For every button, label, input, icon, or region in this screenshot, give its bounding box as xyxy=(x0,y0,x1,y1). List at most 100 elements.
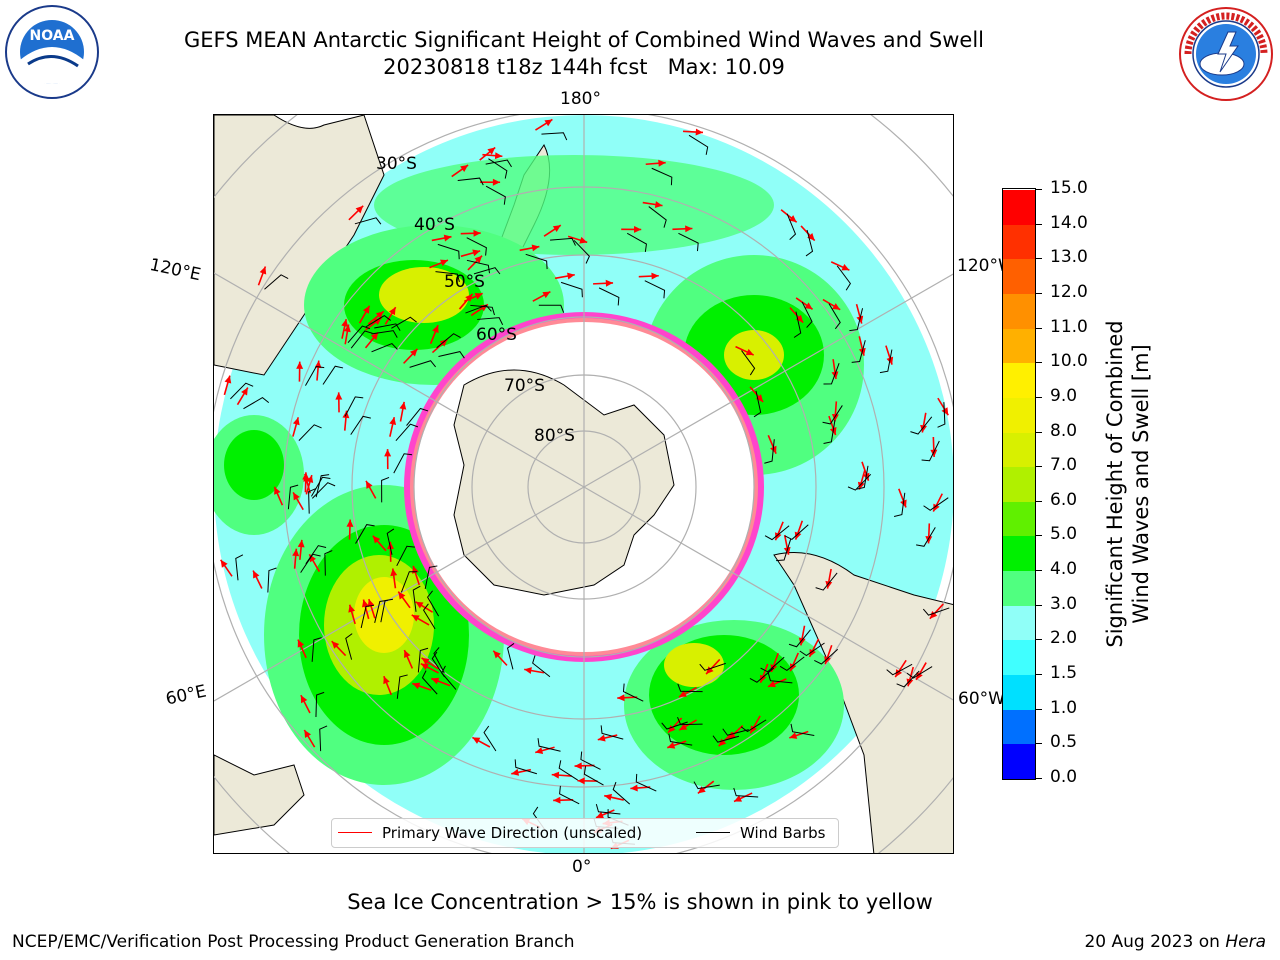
wave-direction-arrowhead xyxy=(745,348,754,356)
southern-africa-land xyxy=(214,754,305,836)
wave-direction-arrowhead xyxy=(292,417,300,426)
lat-label-50s: 50°S xyxy=(444,272,485,292)
wind-barb xyxy=(230,382,254,400)
wind-barb xyxy=(315,691,325,718)
wave-direction-arrowhead xyxy=(706,666,714,675)
colorbar-segment xyxy=(1003,743,1035,779)
wind-barb xyxy=(856,465,869,490)
wave-direction-arrowhead xyxy=(759,674,767,683)
chart-subtitle: 20230818 t18z 144h fcst Max: 10.09 xyxy=(383,55,785,79)
wind-barb xyxy=(396,545,415,567)
wind-barb xyxy=(431,651,445,678)
wind-barb xyxy=(612,781,631,805)
wind-barb xyxy=(374,323,401,331)
wind-barb xyxy=(436,333,461,349)
wave-direction-arrowhead xyxy=(472,737,481,744)
colorbar-tick-label: 10.0 xyxy=(1050,351,1088,372)
polar-map: 30°S 40°S 50°S 60°S 70°S 80°S xyxy=(214,115,953,853)
wind-barb xyxy=(311,637,322,662)
wave-direction-arrowhead xyxy=(542,291,551,299)
wind-barb xyxy=(635,773,657,792)
wave-direction-arrowhead xyxy=(929,611,938,619)
wave-direction-arrowhead xyxy=(697,786,706,794)
colorbar-segment xyxy=(1003,605,1035,641)
wave-direction-arrowhead xyxy=(375,311,384,319)
wind-barb xyxy=(760,656,785,673)
wave-direction-arrowhead xyxy=(920,424,927,433)
wind-barb xyxy=(437,243,460,260)
wind-barbs-legend-label: Wind Barbs xyxy=(740,824,826,842)
wind-barb xyxy=(287,484,299,510)
wind-barb xyxy=(688,134,709,155)
wave-direction-arrowhead xyxy=(443,234,452,242)
wave-direction-arrowhead xyxy=(404,650,411,659)
wave-direction-arrowhead xyxy=(292,548,300,557)
wave-direction-arrowhead xyxy=(579,236,588,244)
wave-direction-arrowhead xyxy=(809,648,816,657)
wind-barb xyxy=(417,647,429,673)
wind-barb xyxy=(310,476,331,497)
wind-barb xyxy=(532,655,551,678)
wind-barb xyxy=(712,735,740,743)
wind-barb xyxy=(354,217,382,225)
wave-direction-arrowhead xyxy=(941,407,949,416)
lon-label-60e: 60°E xyxy=(164,681,209,710)
wind-barb xyxy=(400,571,418,593)
wind-barb xyxy=(764,525,790,541)
wind-barb xyxy=(626,232,647,253)
colorbar-segment xyxy=(1003,709,1035,745)
wave-direction-arrowhead xyxy=(331,641,340,649)
wave-direction-arrowhead xyxy=(293,492,300,501)
colorbar-ticks: 0.0 0.5 1.0 1.5 2.0 3.0 4.0 5.0 6.0 7.0 8.0 9.0 10.0… xyxy=(1036,178,1096,787)
footer-credit: NCEP/EMC/Verification Post Processing Pr… xyxy=(12,932,575,952)
wave-direction-arrowhead xyxy=(567,272,575,280)
wind-barb xyxy=(243,397,270,410)
wind-barb xyxy=(749,667,775,683)
wave-direction-arrowhead xyxy=(474,293,483,300)
colorbar-tick-label: 6.0 xyxy=(1050,489,1078,510)
footer-machine: Hera xyxy=(1225,932,1266,952)
colorbar-segment xyxy=(1003,397,1035,433)
wind-barb xyxy=(537,738,561,752)
lon-label-0: 0° xyxy=(572,857,592,877)
wind-barb xyxy=(668,733,693,746)
wave-direction-arrowhead xyxy=(472,249,481,257)
wave-direction-arrowhead xyxy=(789,663,797,672)
wind-barb xyxy=(790,723,815,737)
lon-label-120w: 120°W xyxy=(957,256,1015,276)
wind-barb xyxy=(598,287,620,306)
lat-label-70s: 70°S xyxy=(504,376,545,396)
wave-direction-arrowhead xyxy=(597,734,606,742)
wind-barb xyxy=(324,550,333,576)
colorbar-segment xyxy=(1003,189,1035,225)
wave-direction-arrowhead xyxy=(775,532,782,541)
wind-barb xyxy=(733,787,759,798)
wind-barb xyxy=(315,474,330,498)
colorbar-tick-label: 5.0 xyxy=(1050,524,1078,545)
wave-direction-arrowhead xyxy=(595,811,604,819)
wind-barb xyxy=(753,390,762,418)
wave-direction-arrowhead xyxy=(857,481,865,490)
wind-barb xyxy=(267,567,277,593)
wave-direction-arrowhead xyxy=(421,657,430,665)
lat-label-60s: 60°S xyxy=(476,325,517,345)
wind-barb xyxy=(438,351,465,359)
wave-direction-arrowhead xyxy=(630,784,638,792)
wind-barb xyxy=(644,280,666,299)
wind-barb xyxy=(921,440,940,462)
wind-barb xyxy=(466,259,490,274)
wind-barb xyxy=(893,492,906,517)
colorbar-label-line2: Wind Waves and Swell [m] xyxy=(1129,344,1153,624)
wave-direction-arrowhead xyxy=(388,307,396,316)
wave-direction-arrowhead xyxy=(300,695,308,704)
nws-logo xyxy=(1179,7,1273,101)
wave-direction-arrowhead xyxy=(399,401,407,410)
wind-barb xyxy=(406,407,429,426)
lat-label-80s: 80°S xyxy=(534,426,575,446)
wind-barb xyxy=(779,656,805,671)
wave-direction-arrowhead xyxy=(306,475,314,484)
colorbar-tick-label: 12.0 xyxy=(1050,281,1088,302)
wave-direction-arrowhead xyxy=(668,725,676,733)
wave-direction-arrowhead xyxy=(633,225,642,233)
wave-direction-arrowhead xyxy=(770,664,778,673)
